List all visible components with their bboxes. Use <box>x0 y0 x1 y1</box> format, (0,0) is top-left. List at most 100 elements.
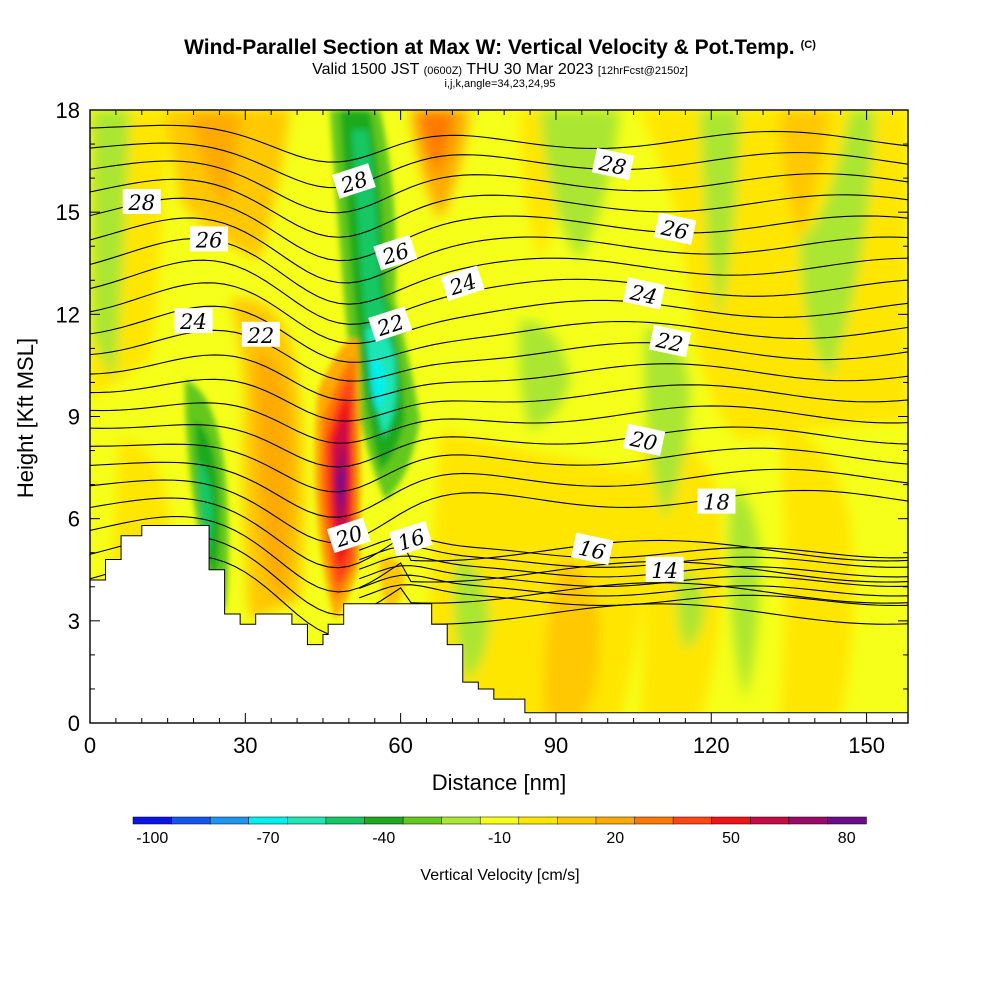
colorbar: -100 -70 -40 -10 20 50 80 <box>132 816 867 847</box>
theta-contour-line <box>90 497 908 569</box>
y-tick-label: 0 <box>68 711 80 736</box>
label-box <box>190 226 229 252</box>
y-tick-label: 18 <box>56 98 80 123</box>
contour-value: 22 <box>653 328 685 357</box>
contour-value: 20 <box>627 427 659 456</box>
label-box <box>653 212 697 245</box>
theta-contour-line <box>90 461 908 518</box>
theta-contour-lines <box>90 124 908 638</box>
theta-contour-line <box>90 402 908 444</box>
theta-contour-line <box>90 305 908 363</box>
label-box <box>440 265 485 301</box>
label-box <box>241 321 280 347</box>
colorbar-tick-label: 80 <box>838 830 856 847</box>
label-box <box>368 306 413 342</box>
chart-subtitle: Valid 1500 JST (0600Z) THU 30 Mar 2023 [… <box>312 61 688 78</box>
label-box <box>326 517 371 553</box>
theta-contour-line-low <box>359 574 908 597</box>
theta-contour-label: 26 <box>190 226 229 252</box>
copyright-mark: (C) <box>800 39 816 51</box>
theta-contour-label: 24 <box>174 308 213 334</box>
theta-contour-label: 26 <box>373 234 418 271</box>
colorbar-swatch <box>132 816 173 825</box>
x-tick-label: 150 <box>848 733 885 758</box>
theta-contour-line <box>90 197 908 262</box>
theta-contour-label: 22 <box>648 324 692 358</box>
label-box <box>122 188 161 214</box>
colorbar-swatch <box>788 816 829 825</box>
theta-contour-label: 22 <box>368 306 413 342</box>
colorbar-swatch <box>827 816 867 825</box>
contour-value: 26 <box>195 228 223 252</box>
label-box <box>331 163 376 199</box>
label-box <box>697 488 736 514</box>
theta-contour-line <box>90 535 908 616</box>
colorbar-tick-label: -100 <box>136 830 168 847</box>
colorbar-swatch <box>209 816 250 825</box>
contour-value: 26 <box>658 215 690 244</box>
theta-contour-line <box>90 160 908 214</box>
label-box <box>388 520 433 557</box>
colorbar-swatch <box>711 816 752 825</box>
theta-contour-line-low <box>359 584 908 607</box>
theta-contour-label: 18 <box>697 488 736 515</box>
y-tick-label: 12 <box>56 302 80 327</box>
colorbar-swatch <box>750 816 790 825</box>
colorbar-tick-label: -10 <box>488 830 511 847</box>
label-box <box>622 423 666 457</box>
theta-contour-label: 20 <box>326 517 371 553</box>
label-box <box>622 277 666 310</box>
theta-contour-label: 20 <box>622 423 666 457</box>
x-tick-label: 120 <box>693 733 730 758</box>
chart-title: Wind-Parallel Section at Max W: Vertical… <box>184 36 816 59</box>
chart-indices-line: i,j,k,angle=34,23,24,95 <box>444 78 556 90</box>
y-axis-label: Height [Kft MSL] <box>13 338 38 498</box>
colorbar-swatch <box>479 816 520 825</box>
theta-contour-line <box>90 479 908 544</box>
label-box <box>373 234 418 271</box>
colorbar-swatch <box>672 816 713 825</box>
contour-value: 22 <box>246 324 274 348</box>
theta-contour-label: 16 <box>571 532 614 566</box>
colorbar-tick-label: -40 <box>372 830 395 847</box>
contour-value: 18 <box>703 491 730 515</box>
colorbar-swatch <box>248 816 289 825</box>
contour-value: 28 <box>596 151 628 180</box>
colorbar-swatch <box>595 816 636 825</box>
theta-contour-line <box>90 424 908 468</box>
theta-contour-line <box>90 555 908 638</box>
theta-contour-label: 28 <box>591 147 635 181</box>
terrain-mask <box>89 524 909 724</box>
colorbar-label: Vertical Velocity [cm/s] <box>420 867 579 884</box>
y-tick-label: 9 <box>68 405 80 430</box>
theta-contour-line-low <box>359 555 908 578</box>
contour-value: 14 <box>651 559 678 583</box>
theta-contour-label: 24 <box>622 277 666 310</box>
x-tick-label: 90 <box>544 733 568 758</box>
colorbar-swatch <box>518 816 559 825</box>
colorbar-tick-label: 20 <box>606 830 624 847</box>
x-tick-label: 30 <box>233 733 257 758</box>
x-tick-label: 60 <box>388 733 412 758</box>
theta-contour-line <box>90 259 908 325</box>
theta-contour-line <box>90 282 908 345</box>
theta-contour-line <box>90 354 908 402</box>
contour-value: 28 <box>127 191 155 215</box>
theta-contour-label: 14 <box>645 556 684 583</box>
axes: 0 30 60 90 120 150 0 3 6 9 12 15 18 <box>56 98 908 758</box>
y-tick-label: 6 <box>68 507 80 532</box>
contour-value: 24 <box>627 280 659 309</box>
colorbar-swatch <box>634 816 674 825</box>
colorbar-swatch <box>557 816 597 825</box>
x-axis-label: Distance [nm] <box>432 770 567 795</box>
theta-contour-line <box>90 124 908 163</box>
theta-contour-line <box>90 378 908 422</box>
theta-contour-label: 26 <box>653 212 697 245</box>
colorbar-swatch <box>325 816 366 825</box>
colorbar-swatch <box>441 816 481 825</box>
colorbar-tick-label: -70 <box>256 830 279 847</box>
contour-value: 16 <box>576 536 607 565</box>
colorbar-swatch <box>364 816 404 825</box>
